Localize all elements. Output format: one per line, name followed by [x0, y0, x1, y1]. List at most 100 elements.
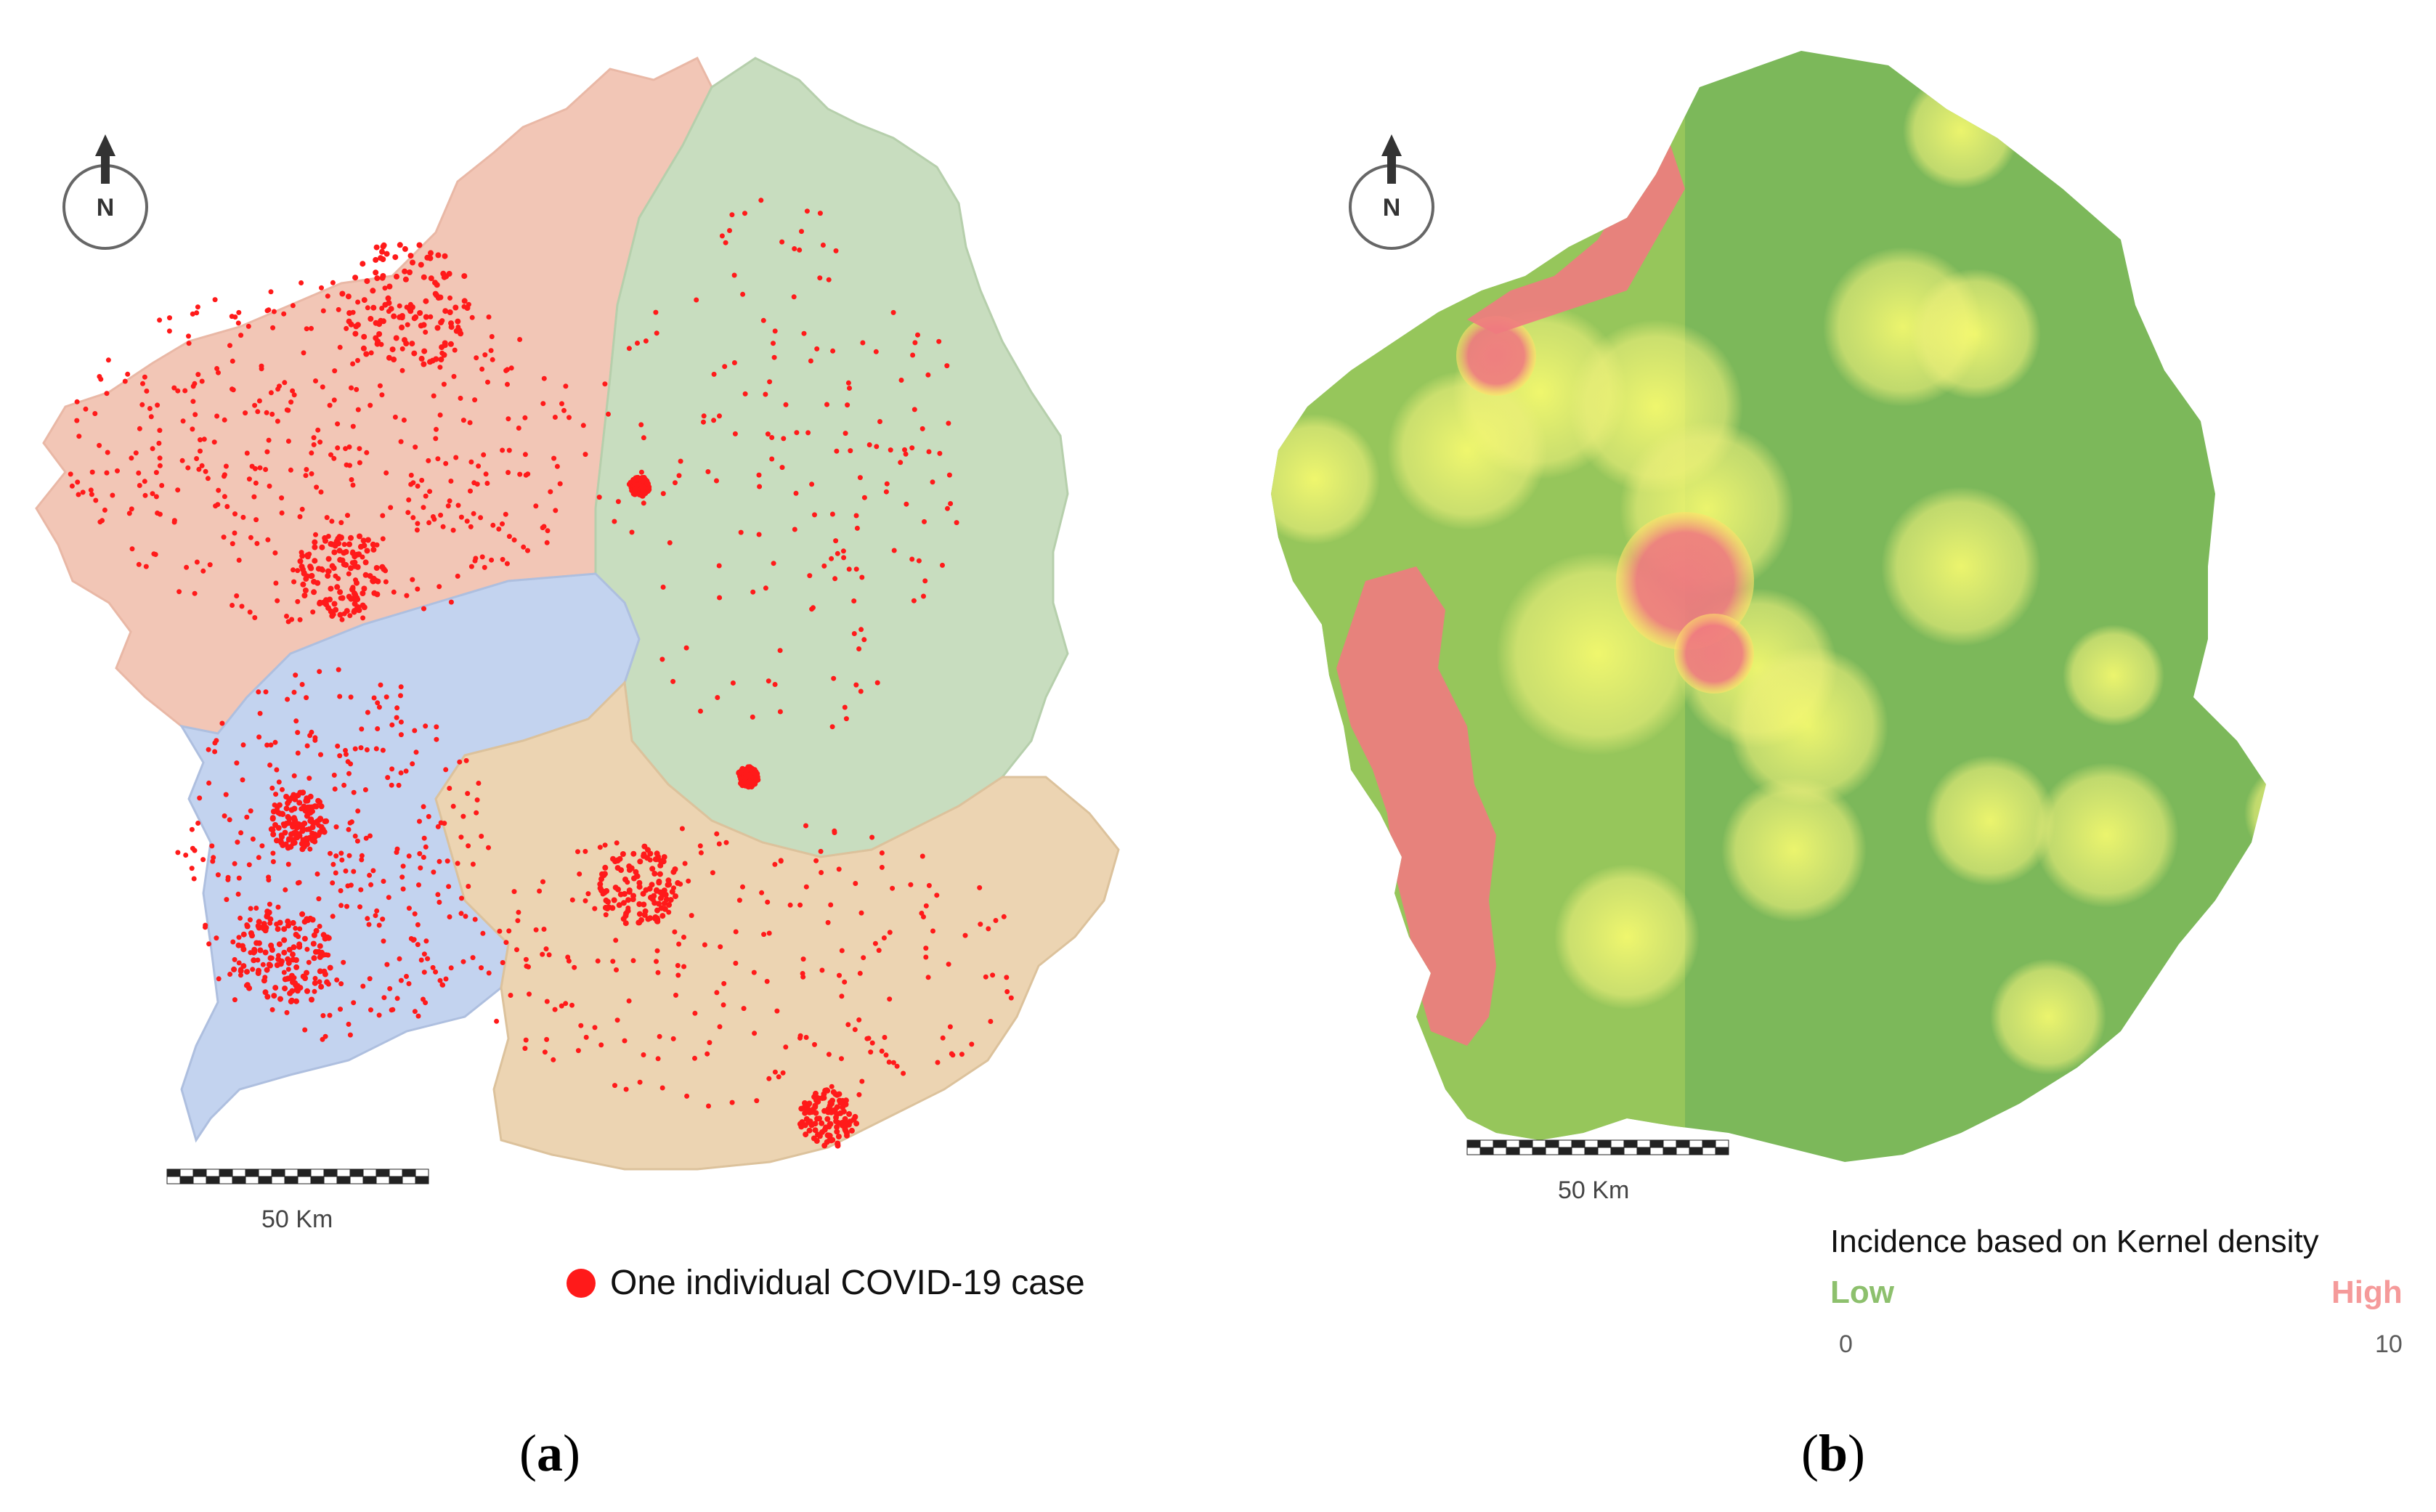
case-point	[740, 291, 746, 297]
case-point	[496, 527, 502, 532]
case-point	[772, 682, 778, 687]
case-point	[334, 977, 340, 983]
warm-zone	[1387, 370, 1547, 530]
case-point	[338, 535, 344, 541]
case-point	[320, 308, 326, 314]
case-point	[345, 293, 352, 300]
case-point	[227, 343, 232, 349]
scale-segment	[1636, 1139, 1651, 1148]
case-point	[447, 295, 452, 301]
case-point	[137, 483, 142, 488]
warm-zone	[1721, 777, 1867, 922]
case-point	[338, 520, 344, 526]
case-point	[841, 555, 847, 561]
case-point	[423, 298, 429, 304]
scale-segment	[1466, 1139, 1481, 1148]
case-point	[416, 882, 421, 887]
case-point	[285, 619, 291, 625]
case-point	[767, 379, 773, 385]
case-point	[435, 252, 442, 259]
case-point	[329, 613, 336, 619]
case-point	[506, 447, 512, 453]
case-point	[830, 348, 836, 354]
case-point	[432, 280, 438, 286]
case-point	[441, 274, 447, 280]
case-point	[370, 304, 377, 311]
case-point	[541, 375, 547, 381]
case-point	[307, 846, 313, 852]
case-point	[351, 789, 357, 795]
case-point	[742, 771, 749, 777]
case-point	[92, 411, 98, 416]
case-point	[946, 420, 951, 426]
case-point	[890, 309, 896, 315]
case-point	[339, 857, 345, 863]
case-point	[283, 821, 290, 826]
case-point	[264, 308, 270, 314]
case-point	[382, 285, 388, 291]
case-point	[367, 573, 373, 580]
case-point	[264, 909, 271, 915]
case-point	[110, 492, 115, 498]
case-point	[546, 952, 552, 958]
case-point	[418, 957, 424, 963]
case-point	[630, 850, 637, 857]
case-point	[727, 228, 732, 233]
case-point	[357, 543, 364, 550]
case-point	[223, 463, 229, 469]
case-point	[397, 956, 402, 962]
case-point	[797, 902, 803, 908]
case-point	[622, 1038, 628, 1044]
case-point	[797, 247, 803, 253]
case-point	[698, 850, 704, 855]
case-point	[816, 1133, 823, 1139]
case-point	[182, 388, 188, 394]
case-point	[307, 810, 314, 816]
case-point	[845, 402, 850, 408]
case-point	[466, 843, 471, 849]
scale-segment	[284, 1168, 299, 1177]
case-point	[490, 522, 496, 528]
case-point	[803, 884, 809, 890]
case-point	[853, 881, 858, 886]
case-point	[698, 708, 703, 714]
case-point	[834, 1111, 840, 1118]
scale-segment	[1532, 1139, 1546, 1148]
caption-b-letter: b	[1818, 1424, 1848, 1482]
case-point	[603, 897, 609, 903]
case-point	[765, 899, 771, 905]
scale-segment	[179, 1176, 194, 1184]
case-point	[360, 590, 366, 596]
case-point	[441, 381, 447, 387]
case-point	[421, 951, 427, 957]
case-point	[820, 243, 826, 248]
case-point	[200, 568, 206, 574]
case-point	[407, 253, 414, 259]
case-point	[406, 981, 412, 986]
case-point	[248, 906, 253, 911]
case-point	[399, 324, 405, 330]
case-point	[399, 314, 405, 321]
case-point	[827, 1137, 833, 1143]
case-point	[1001, 914, 1007, 919]
case-point	[825, 919, 831, 925]
case-point	[670, 869, 677, 875]
case-point	[847, 386, 852, 391]
case-point	[297, 985, 304, 991]
case-point	[330, 565, 337, 572]
case-point	[402, 276, 409, 283]
case-point	[552, 415, 558, 420]
case-point	[339, 290, 346, 297]
case-point	[585, 891, 591, 897]
case-point	[742, 391, 748, 397]
case-point	[299, 280, 304, 285]
case-point	[988, 1019, 994, 1024]
case-point	[443, 976, 449, 982]
case-point	[203, 922, 208, 928]
case-point	[153, 552, 158, 557]
case-point	[604, 887, 610, 894]
scale-label: 50 Km	[1558, 1176, 1630, 1204]
case-point	[823, 1124, 829, 1131]
case-point	[309, 837, 316, 844]
case-point	[540, 951, 545, 957]
